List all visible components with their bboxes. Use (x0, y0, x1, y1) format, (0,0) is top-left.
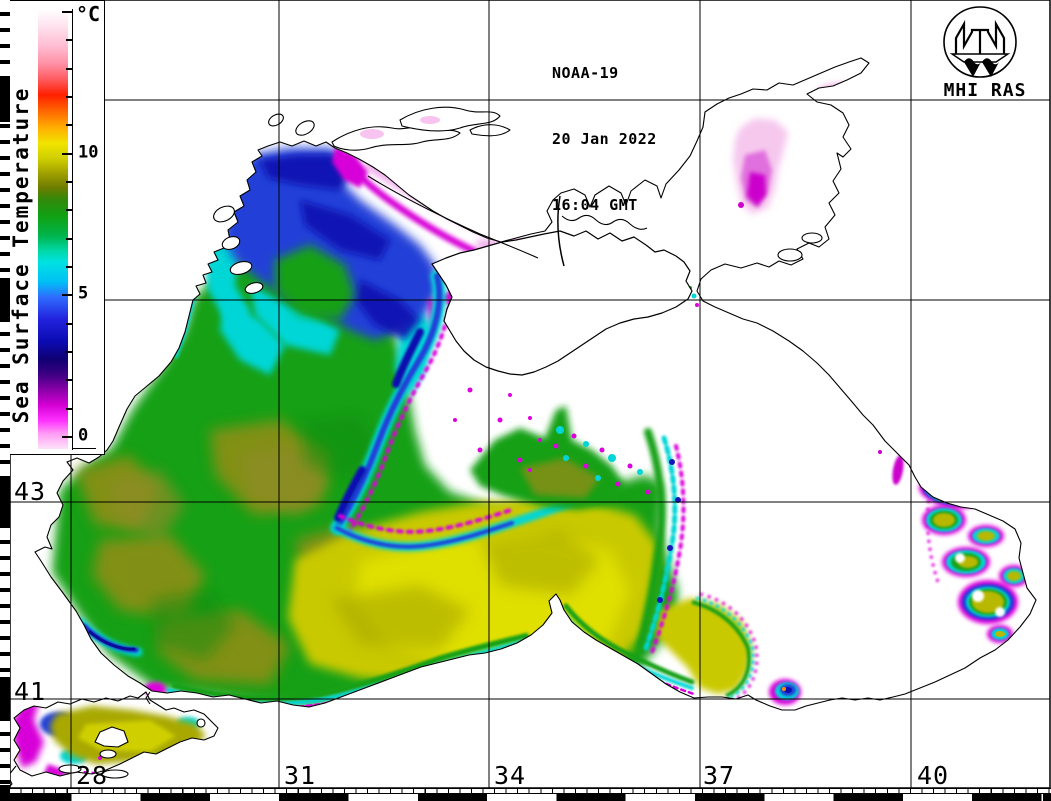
colorbar-tick (62, 436, 72, 438)
colorbar-tick (66, 351, 72, 353)
arabat-spit (557, 195, 565, 267)
colorbar-label-5: 5 (78, 283, 89, 304)
colorbar-tick (66, 407, 72, 410)
coastal-cold-spot (769, 679, 801, 705)
longitude-label-28: 28 (76, 761, 109, 790)
colorbar-label-10: 10 (78, 142, 99, 163)
colorbar-label-0: 0 (78, 425, 89, 446)
eastern-front (636, 428, 686, 654)
front-speckles (453, 308, 681, 603)
colorbar-tick (62, 11, 72, 14)
sst-field (14, 81, 1036, 776)
colorbar-tick (66, 67, 72, 70)
colorbar-tick (66, 124, 72, 127)
colorbar-ticks (62, 1, 72, 456)
colorbar-tick (66, 237, 72, 240)
danube-delta-lagoons (213, 113, 315, 294)
colorbar-tick (66, 96, 72, 99)
colorbar-axis-foot (72, 448, 96, 449)
princes-island (196, 718, 206, 728)
longitude-label-31: 31 (284, 761, 317, 790)
left-latitude-ruler (0, 0, 10, 801)
title-block: NOAA-19 20 Jan 2022 16:04 GMT (552, 18, 657, 238)
liman-loop-c (469, 124, 511, 137)
acquisition-date: 20 Jan 2022 (552, 130, 657, 148)
coastline-black-sea-azov (34, 57, 1037, 711)
marmara-island (99, 749, 117, 759)
colorbar-tick (66, 379, 72, 382)
bottom-minute-ruler (10, 788, 1051, 794)
colorbar-tick (66, 181, 72, 184)
longitude-label-37: 37 (703, 761, 736, 790)
lake-south-marmara-2 (101, 769, 129, 779)
logo-label: MHI RAS (943, 80, 1027, 101)
bosporus-strait (145, 691, 151, 705)
colorbar-unit-label: °C (76, 2, 101, 26)
liman-pink-dabs (360, 116, 440, 139)
colorbar-gradient (38, 9, 68, 449)
sivash-lagoon (561, 214, 648, 230)
longitude-label-40: 40 (917, 761, 950, 790)
colorbar-tick (62, 294, 72, 297)
colorbar-title: Sea Surface Temperature (9, 86, 33, 424)
colorbar-tick (66, 39, 72, 42)
colorbar-tick (66, 322, 72, 325)
mhi-ras-logo: MHI RAS (930, 2, 1040, 104)
tendra-spit (367, 175, 539, 259)
colorbar-tick (66, 209, 72, 212)
colorbar-axis-line (72, 9, 73, 450)
crimea-cold-front (330, 269, 577, 552)
cloud-mask-east (545, 262, 1036, 710)
colorbar: Sea Surface Temperature 10 5 0 °C (9, 0, 105, 456)
taman-lagoons (777, 232, 823, 262)
green-cap (470, 406, 626, 510)
kapidag-peninsula (94, 726, 129, 748)
logo-emblem-icon (943, 6, 1017, 78)
coastlines (3, 57, 1037, 793)
liman-loop-b (399, 106, 501, 132)
colorbar-tick (66, 266, 72, 269)
lake-south-marmara-1 (58, 764, 82, 774)
latitude-label-43: 43 (14, 477, 47, 506)
longitude-label-34: 34 (494, 761, 527, 790)
coastline-crimea (431, 230, 693, 376)
latitude-label-41: 41 (14, 677, 47, 706)
satellite-name: NOAA-19 (552, 64, 619, 82)
olive-mottle (75, 415, 385, 685)
southeast-yellow-lobe (655, 592, 759, 704)
bottom-degree-ruler (10, 794, 1051, 801)
acquisition-time: 16:04 GMT (552, 196, 638, 214)
colorbar-tick (62, 152, 72, 155)
